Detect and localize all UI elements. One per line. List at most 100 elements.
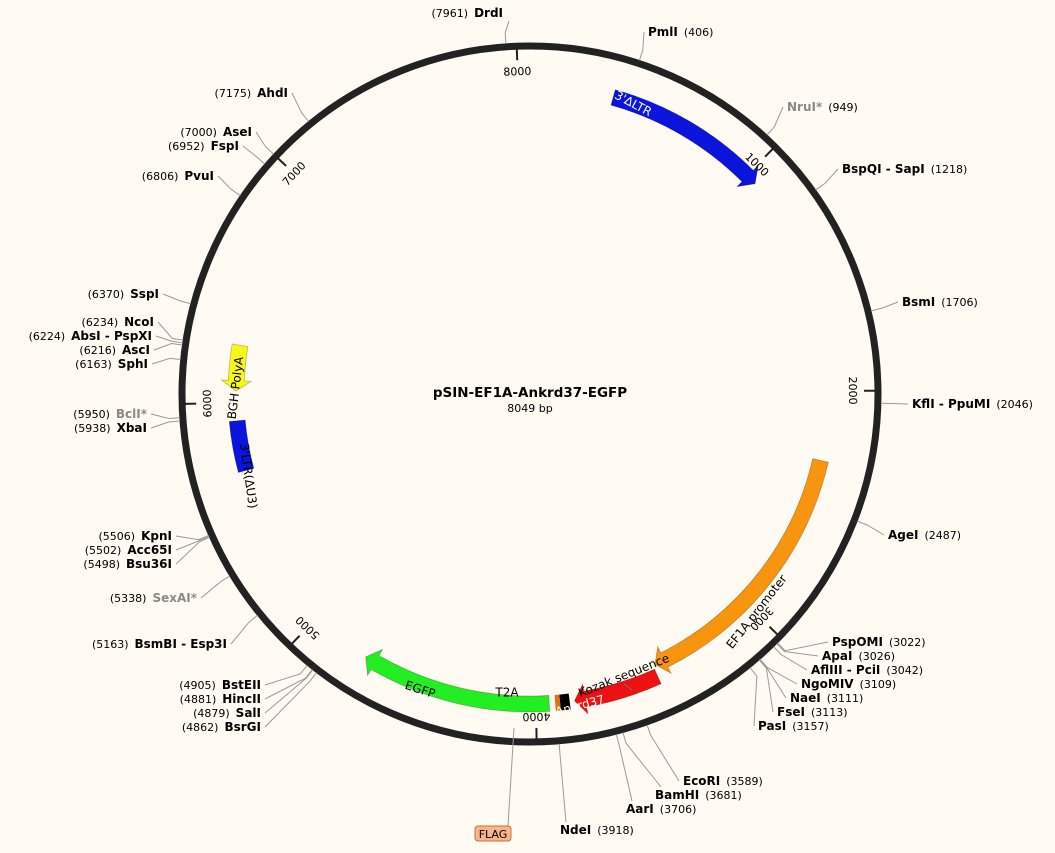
tick-mark bbox=[764, 148, 774, 158]
site-name: DrdI bbox=[474, 6, 503, 20]
site-fspi: FspI (6952) bbox=[168, 139, 266, 165]
site-xbai: XbaI (5938) bbox=[74, 420, 181, 435]
site-naei: NaeI (3111) bbox=[759, 659, 864, 705]
site-name: AflIII - PciI bbox=[811, 663, 880, 677]
site-bsu36i: Bsu36I (5498) bbox=[83, 536, 210, 571]
site-name: AhdI bbox=[257, 86, 288, 100]
feature-label: 3'LTR(ΔU3) bbox=[237, 442, 260, 509]
site-bsrgi: BsrGI (4862) bbox=[182, 672, 317, 734]
tick-label: 4000 bbox=[522, 710, 550, 724]
site-pspomi: PspOMI (3022) bbox=[777, 635, 926, 652]
feature-arc bbox=[574, 668, 662, 715]
site-aari: AarI (3706) bbox=[615, 734, 696, 816]
site-name: AbsI - PspXI bbox=[71, 329, 152, 343]
feature-t2a bbox=[554, 693, 571, 711]
site-name: Acc65I bbox=[127, 543, 172, 557]
site-name: BstEII bbox=[222, 678, 261, 692]
site-pvui: PvuI (6806) bbox=[142, 169, 241, 197]
site-position: (3026) bbox=[858, 650, 895, 663]
site-bsmi: BsmI (1706) bbox=[870, 295, 978, 312]
feature-label: T2A bbox=[494, 686, 519, 700]
site-position: (3111) bbox=[827, 692, 864, 705]
feature-label: BGH PolyA bbox=[225, 355, 247, 420]
site-sali: SalI (4879) bbox=[193, 669, 314, 720]
site-agei: AgeI (2487) bbox=[856, 520, 961, 542]
site-bsmbi-esp3i: BsmBI - Esp3I (5163) bbox=[92, 614, 258, 651]
site-name: HincII bbox=[222, 692, 261, 706]
site-position: (6163) bbox=[75, 358, 112, 371]
site-position: (7000) bbox=[180, 126, 217, 139]
feature-3-ltr-u3- bbox=[228, 419, 255, 473]
tick-label: 6000 bbox=[201, 389, 215, 417]
site-name: KflI - PpuMI bbox=[912, 397, 990, 411]
site-position: (3157) bbox=[792, 720, 829, 733]
site-sspi: SspI (6370) bbox=[88, 287, 191, 305]
feature-arc bbox=[220, 343, 253, 392]
site-name: SspI bbox=[130, 287, 159, 301]
site-position: (7175) bbox=[215, 87, 252, 100]
feature-arc bbox=[228, 419, 255, 473]
site-position: (5938) bbox=[74, 422, 111, 435]
site-name: EcoRI bbox=[683, 774, 720, 788]
site-position: (6370) bbox=[88, 288, 125, 301]
feature-3-ltr bbox=[610, 89, 759, 188]
site-acc65i: Acc65I (5502) bbox=[85, 535, 210, 557]
site-name: BamHI bbox=[655, 788, 699, 802]
t2a-block bbox=[559, 693, 571, 711]
site-bcli-: BclI* (5950) bbox=[73, 407, 180, 421]
site-position: (5950) bbox=[73, 408, 110, 421]
site-position: (6234) bbox=[82, 316, 119, 329]
site-position: (6216) bbox=[79, 344, 116, 357]
site-name: FseI bbox=[777, 705, 805, 719]
site-name: KpnI bbox=[141, 529, 172, 543]
site-position: (3109) bbox=[860, 678, 897, 691]
tick-label: 8000 bbox=[503, 65, 531, 79]
site-name: PmlI bbox=[648, 25, 678, 39]
site-absi-pspxi: AbsI - PspXI (6224) bbox=[29, 329, 183, 344]
site-name: BsmBI - Esp3I bbox=[135, 637, 227, 651]
site-position: (6952) bbox=[168, 140, 205, 153]
feature-label: 3'ΔLTR bbox=[612, 88, 654, 119]
site-position: (4881) bbox=[180, 693, 217, 706]
site-name: PasI bbox=[758, 719, 786, 733]
site-name: AarI bbox=[626, 802, 654, 816]
site-position: (2046) bbox=[996, 398, 1033, 411]
feature-bgh-polya bbox=[220, 343, 253, 392]
tick-label: 2000 bbox=[846, 377, 859, 405]
site-afliii-pcii: AflIII - PciI (3042) bbox=[773, 646, 923, 677]
site-fsei: FseI (3113) bbox=[758, 659, 848, 719]
site-position: (949) bbox=[828, 101, 858, 114]
site-position: (5506) bbox=[99, 530, 136, 543]
site-sexai-: SexAI* (5338) bbox=[110, 575, 231, 605]
site-name: PvuI bbox=[184, 169, 214, 183]
feature-ef1a-promoter bbox=[654, 458, 829, 675]
site-name: BspQI - SapI bbox=[842, 162, 925, 176]
backbone-circle bbox=[178, 42, 882, 746]
site-position: (1706) bbox=[941, 296, 978, 309]
flag-block bbox=[554, 694, 561, 711]
tick-mark bbox=[277, 157, 287, 167]
site-name: XbaI bbox=[117, 421, 147, 435]
site-position: (3589) bbox=[726, 775, 763, 788]
feature-arc bbox=[654, 458, 829, 675]
site-position: (406) bbox=[684, 26, 714, 39]
site-position: (4862) bbox=[182, 721, 219, 734]
site-ndei: NdeI (3918) bbox=[558, 743, 634, 837]
flag-pointer bbox=[507, 727, 515, 827]
site-pmli: PmlI (406) bbox=[638, 25, 714, 61]
site-name: NaeI bbox=[790, 691, 821, 705]
site-position: (3022) bbox=[889, 636, 926, 649]
site-name: AseI bbox=[223, 125, 252, 139]
plasmid-length: 8049 bp bbox=[507, 402, 552, 415]
site-bamhi: BamHI (3681) bbox=[622, 732, 742, 802]
site-name: NdeI bbox=[560, 823, 591, 837]
site-position: (3681) bbox=[705, 789, 742, 802]
site-name: Bsu36I bbox=[126, 557, 172, 571]
feature-ankrd37 bbox=[574, 668, 662, 715]
site-name: SphI bbox=[118, 357, 148, 371]
site-name: NruI* bbox=[787, 100, 823, 114]
site-name: BsmI bbox=[902, 295, 935, 309]
site-position: (7961) bbox=[431, 7, 468, 20]
site-sphi: SphI (6163) bbox=[75, 357, 181, 371]
